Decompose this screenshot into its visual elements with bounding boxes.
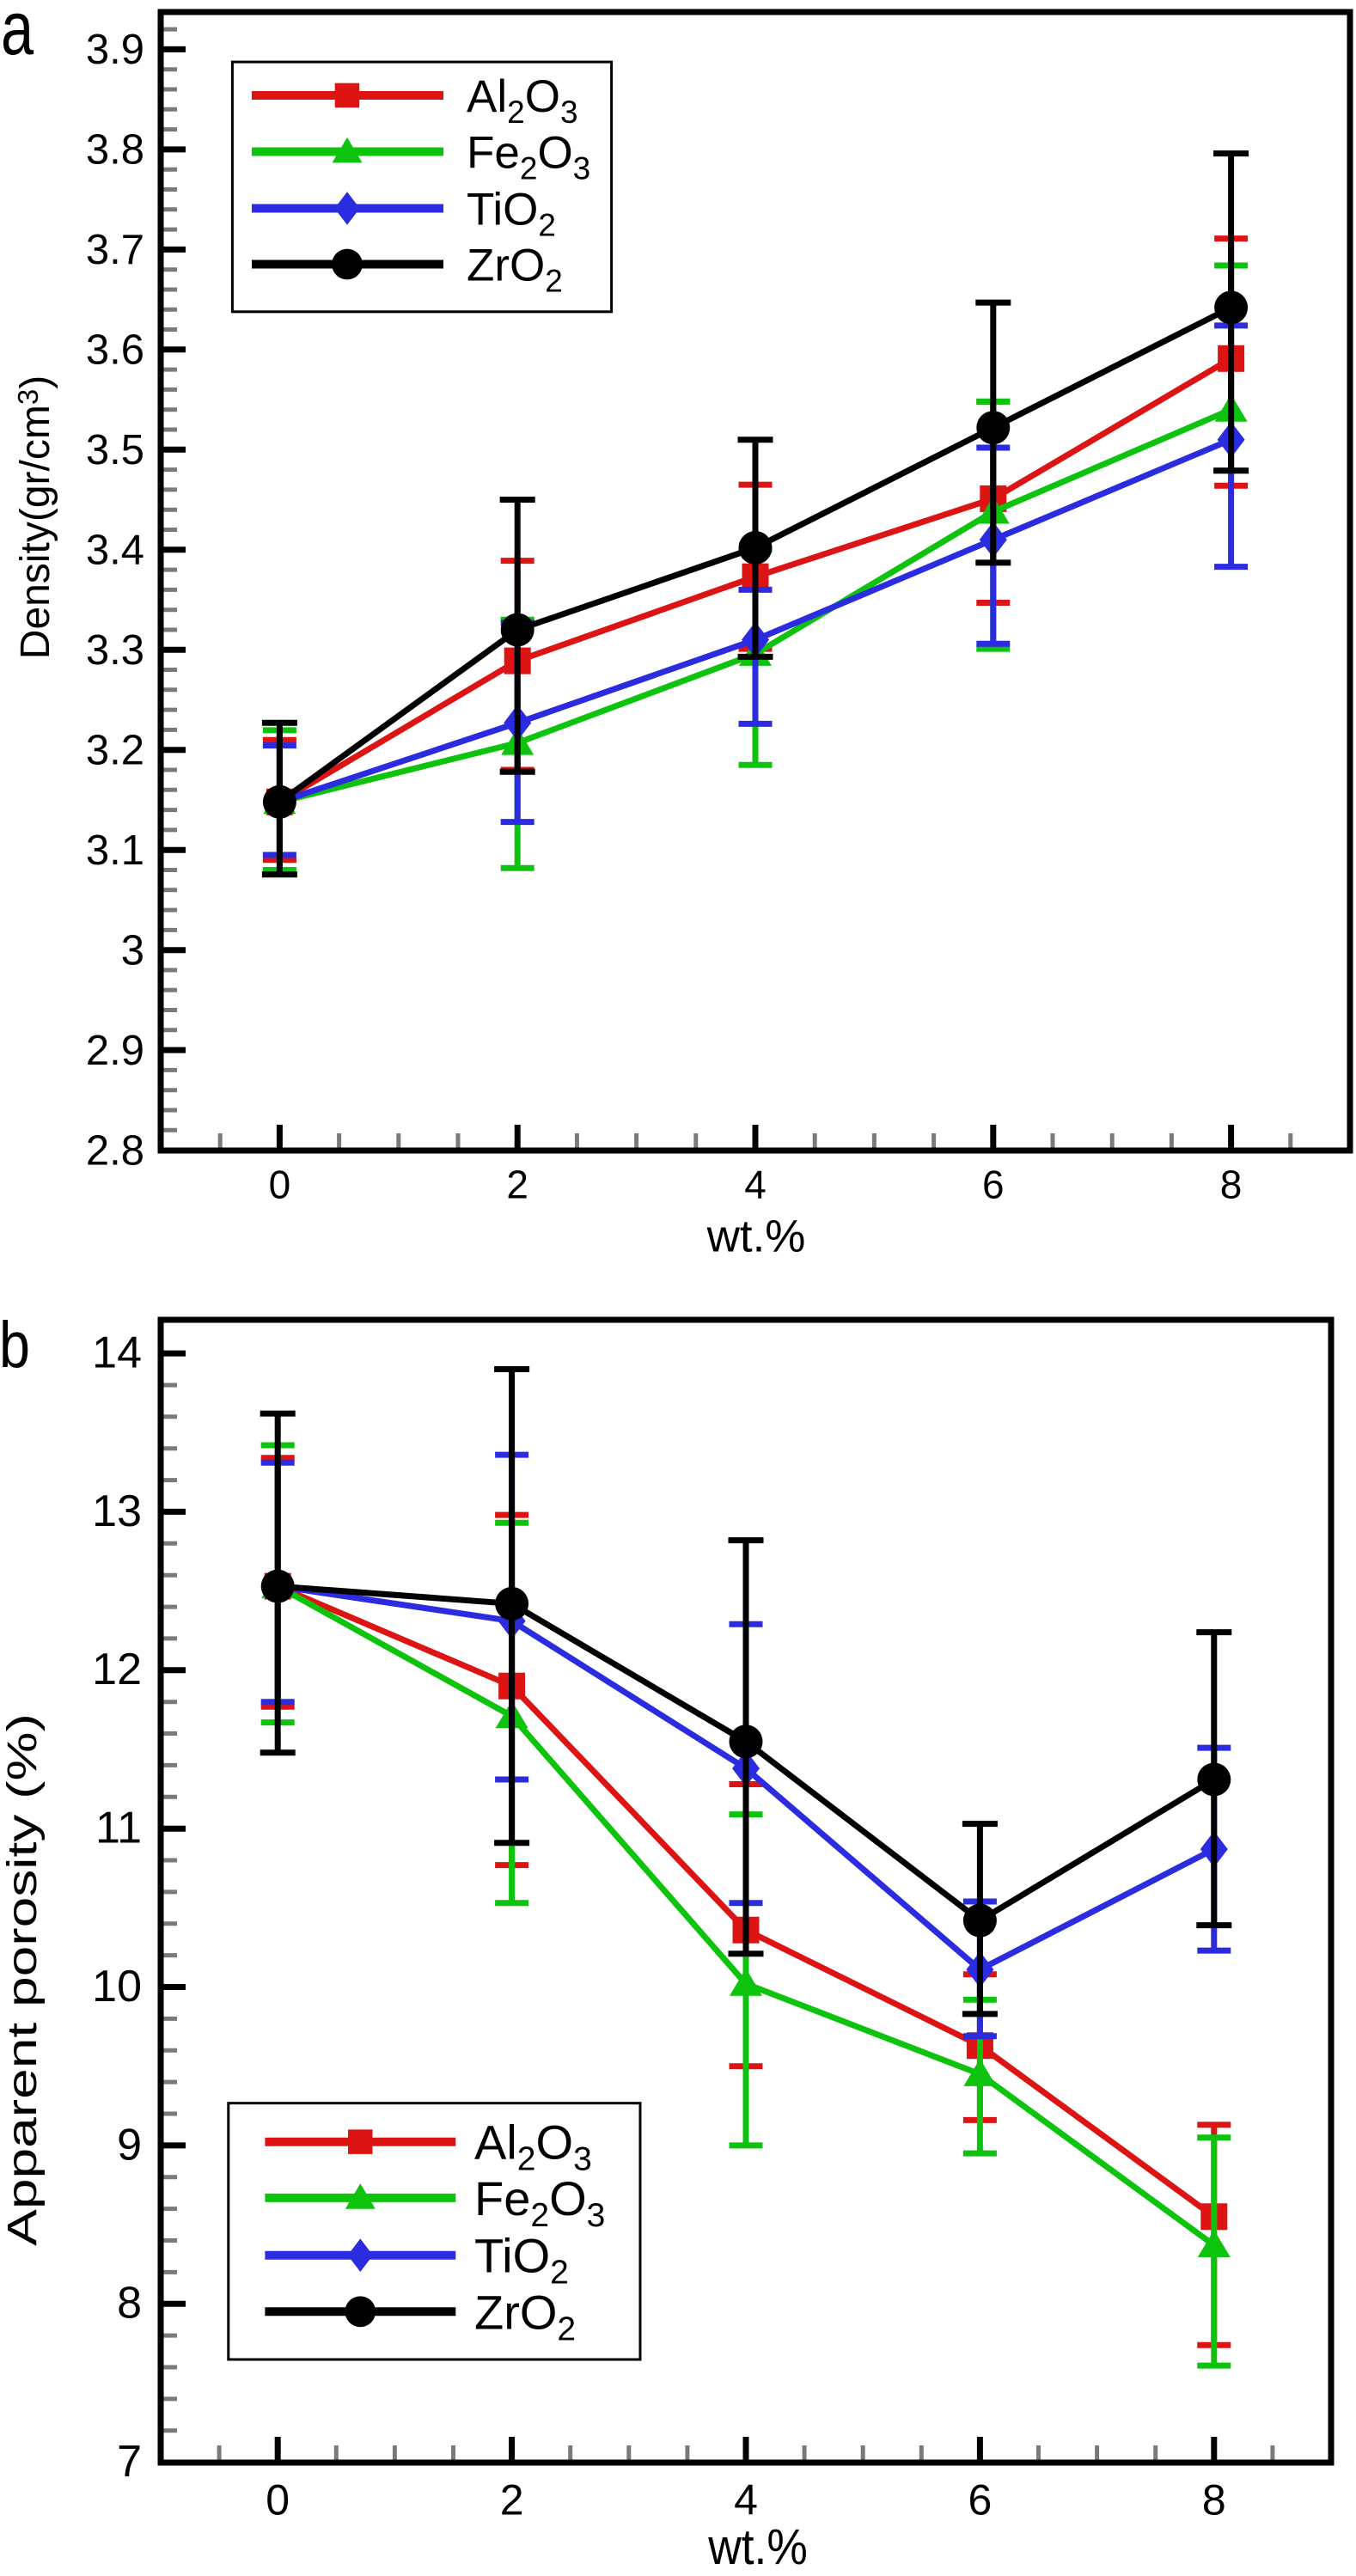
svg-text:2: 2 [500, 2476, 524, 2524]
svg-text:3.6: 3.6 [86, 327, 144, 374]
svg-text:wt.%: wt.% [707, 2519, 808, 2572]
svg-text:12: 12 [92, 1645, 142, 1694]
svg-text:6: 6 [968, 2476, 992, 2524]
svg-text:3.9: 3.9 [86, 27, 144, 73]
svg-text:3: 3 [121, 927, 144, 974]
svg-text:Apparent porosity (%): Apparent porosity (%) [0, 1713, 45, 2246]
svg-text:13: 13 [92, 1486, 142, 1536]
svg-text:6: 6 [982, 1162, 1005, 1206]
svg-text:b: b [0, 1308, 30, 1381]
svg-text:wt.%: wt.% [706, 1212, 806, 1262]
svg-text:2.8: 2.8 [86, 1127, 144, 1174]
svg-text:2: 2 [506, 1162, 528, 1206]
svg-text:11: 11 [95, 1804, 142, 1853]
svg-text:Al2O3: Al2O3 [467, 71, 578, 130]
svg-text:3.3: 3.3 [86, 627, 144, 674]
svg-text:4: 4 [734, 2476, 758, 2524]
svg-text:3.8: 3.8 [86, 127, 144, 174]
svg-text:8: 8 [117, 2279, 142, 2329]
svg-text:14: 14 [92, 1328, 142, 1378]
svg-text:8: 8 [1220, 1162, 1243, 1206]
svg-text:7: 7 [117, 2437, 142, 2487]
svg-text:4: 4 [744, 1162, 767, 1206]
svg-text:Density(gr/cm3): Density(gr/cm3) [12, 375, 58, 659]
svg-text:0: 0 [266, 2476, 290, 2524]
svg-text:ZrO2: ZrO2 [467, 241, 563, 299]
svg-text:3.4: 3.4 [86, 528, 144, 574]
svg-text:Fe2O3: Fe2O3 [474, 2171, 605, 2234]
svg-text:0: 0 [269, 1162, 291, 1206]
svg-text:a: a [1, 0, 34, 70]
svg-text:9: 9 [117, 2120, 142, 2170]
svg-text:8: 8 [1202, 2476, 1226, 2524]
svg-text:3.7: 3.7 [86, 227, 144, 273]
svg-text:3.1: 3.1 [86, 827, 144, 874]
svg-text:3.2: 3.2 [86, 727, 144, 773]
svg-text:10: 10 [92, 1962, 142, 2011]
svg-text:3.5: 3.5 [86, 427, 144, 473]
svg-text:2.9: 2.9 [86, 1028, 144, 1074]
